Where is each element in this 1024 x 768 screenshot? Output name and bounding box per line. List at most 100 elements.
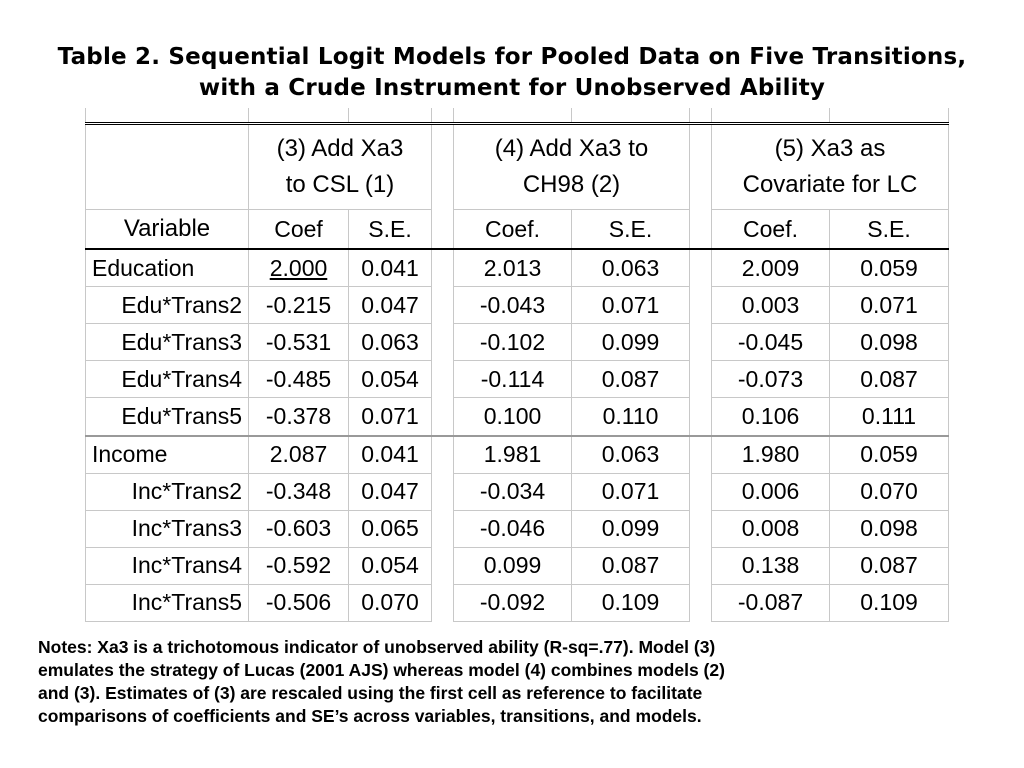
column-header-row: Variable Coef S.E. Coef. S.E. Coef. S.E. [85, 209, 949, 251]
table-cell: -0.073 [711, 360, 830, 399]
table-cell: 0.087 [571, 546, 690, 585]
row-label: Inc*Trans5 [85, 583, 249, 623]
table-cell: -0.592 [248, 546, 349, 585]
table-cell: -0.506 [248, 583, 349, 623]
coef-header-3: Coef [248, 209, 349, 251]
table-cell: 0.070 [829, 472, 949, 511]
empty-header-cell [85, 123, 249, 211]
table-row: Inc*Trans2 -0.348 0.047 -0.034 0.071 0.0… [85, 472, 949, 511]
notes-line-3: and (3). Estimates of (3) are rescaled u… [38, 683, 703, 703]
notes-line-4: comparisons of coefficients and SE’s acr… [38, 706, 702, 726]
table-cell: 0.003 [711, 286, 830, 325]
table-cell: -0.531 [248, 323, 349, 362]
reference-value: 2.000 [269, 254, 328, 281]
row-label: Income [85, 435, 249, 474]
table-row: Education 2.000 0.041 2.013 0.063 2.009 … [85, 248, 949, 288]
model-5-header: (5) Xa3 as Covariate for LC [711, 123, 949, 211]
top-rule [85, 108, 949, 125]
model-3-header-line2: to CSL (1) [285, 171, 395, 199]
table-cell: 0.065 [348, 509, 432, 548]
notes-line-1: Notes: Xa3 is a trichotomous indicator o… [38, 637, 716, 657]
table-cell: -0.378 [248, 397, 349, 437]
table-cell: 0.071 [571, 472, 690, 511]
table-cell: 0.063 [571, 435, 690, 474]
results-table: (3) Add Xa3 to CSL (1) (4) Add Xa3 to CH… [85, 108, 949, 623]
table-cell: 0.071 [571, 286, 690, 325]
table-cell: 0.106 [711, 397, 830, 437]
table-cell: 0.110 [571, 397, 690, 437]
table-cell: 0.099 [571, 509, 690, 548]
table-row: Inc*Trans4 -0.592 0.054 0.099 0.087 0.13… [85, 546, 949, 585]
table-cell: 0.070 [348, 583, 432, 623]
table-cell: 2.087 [248, 435, 349, 474]
model-header-row: (3) Add Xa3 to CSL (1) (4) Add Xa3 to CH… [85, 123, 949, 211]
table-cell: 1.981 [453, 435, 572, 474]
table-row: Edu*Trans3 -0.531 0.063 -0.102 0.099 -0.… [85, 323, 949, 362]
notes-line-2: emulates the strategy of Lucas (2001 AJS… [38, 660, 725, 680]
model-4-header: (4) Add Xa3 to CH98 (2) [453, 123, 690, 211]
table-cell: 2.000 [248, 248, 349, 288]
table-cell: -0.348 [248, 472, 349, 511]
row-label: Edu*Trans5 [85, 397, 249, 437]
title-line-2: with a Crude Instrument for Unobserved A… [198, 75, 826, 101]
table-cell: 0.109 [571, 583, 690, 623]
table-cell: 0.100 [453, 397, 572, 437]
table-cell: 1.980 [711, 435, 830, 474]
table-row: Income 2.087 0.041 1.981 0.063 1.980 0.0… [85, 435, 949, 474]
table-cell: -0.034 [453, 472, 572, 511]
table-cell: -0.102 [453, 323, 572, 362]
table-cell: 0.087 [829, 546, 949, 585]
model-5-header-line1: (5) Xa3 as [774, 135, 886, 163]
row-label: Inc*Trans4 [85, 546, 249, 585]
se-header-5: S.E. [829, 209, 949, 251]
se-header-3: S.E. [348, 209, 432, 251]
table-cell: 2.013 [453, 248, 572, 288]
table-cell: 0.059 [829, 435, 949, 474]
row-label: Inc*Trans2 [85, 472, 249, 511]
table-cell: 0.047 [348, 472, 432, 511]
row-label: Inc*Trans3 [85, 509, 249, 548]
table-row: Edu*Trans5 -0.378 0.071 0.100 0.110 0.10… [85, 397, 949, 437]
table-cell: -0.043 [453, 286, 572, 325]
variable-header: Variable [85, 209, 249, 251]
model-3-header: (3) Add Xa3 to CSL (1) [248, 123, 432, 211]
table-cell: 0.098 [829, 323, 949, 362]
row-label: Edu*Trans2 [85, 286, 249, 325]
coef-header-5: Coef. [711, 209, 830, 251]
table-cell: -0.092 [453, 583, 572, 623]
table-cell: 0.041 [348, 248, 432, 288]
table-cell: 0.063 [348, 323, 432, 362]
row-label: Edu*Trans4 [85, 360, 249, 399]
table-row: Edu*Trans2 -0.215 0.047 -0.043 0.071 0.0… [85, 286, 949, 325]
table-cell: 0.087 [571, 360, 690, 399]
table-cell: 0.063 [571, 248, 690, 288]
table-cell: 0.087 [829, 360, 949, 399]
table-row: Edu*Trans4 -0.485 0.054 -0.114 0.087 -0.… [85, 360, 949, 399]
row-label: Education [85, 248, 249, 288]
table-title: Table 2. Sequential Logit Models for Poo… [0, 42, 1024, 104]
model-4-header-line1: (4) Add Xa3 to [494, 135, 649, 163]
table-row: Inc*Trans5 -0.506 0.070 -0.092 0.109 -0.… [85, 583, 949, 623]
table-cell: -0.087 [711, 583, 830, 623]
table-cell: 0.008 [711, 509, 830, 548]
table-cell: -0.215 [248, 286, 349, 325]
table-cell: 0.059 [829, 248, 949, 288]
se-header-4: S.E. [571, 209, 690, 251]
title-line-1: Table 2. Sequential Logit Models for Poo… [57, 44, 967, 70]
model-5-header-line2: Covariate for LC [742, 171, 918, 199]
table-cell: -0.485 [248, 360, 349, 399]
table-cell: 0.071 [348, 397, 432, 437]
table-row: Inc*Trans3 -0.603 0.065 -0.046 0.099 0.0… [85, 509, 949, 548]
coef-header-4: Coef. [453, 209, 572, 251]
table-cell: -0.045 [711, 323, 830, 362]
table-cell: 0.006 [711, 472, 830, 511]
table-cell: 0.111 [829, 397, 949, 437]
table-cell: 0.099 [571, 323, 690, 362]
table-notes: Notes: Xa3 is a trichotomous indicator o… [38, 636, 988, 728]
table-cell: 2.009 [711, 248, 830, 288]
table-cell: 0.071 [829, 286, 949, 325]
model-3-header-line1: (3) Add Xa3 [276, 135, 404, 163]
model-4-header-line2: CH98 (2) [522, 171, 621, 199]
table-cell: -0.114 [453, 360, 572, 399]
table-cell: 0.138 [711, 546, 830, 585]
